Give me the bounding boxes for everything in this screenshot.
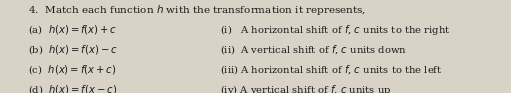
Text: (i)   A horizontal shift of $f$, $c$ units to the right: (i) A horizontal shift of $f$, $c$ units… bbox=[220, 23, 450, 37]
Text: (b)  $h(x) = f(x) - c$: (b) $h(x) = f(x) - c$ bbox=[28, 43, 118, 56]
Text: (iii) A horizontal shift of $f$, $c$ units to the left: (iii) A horizontal shift of $f$, $c$ uni… bbox=[220, 63, 443, 76]
Text: (c)  $h(x) = f(x + c)$: (c) $h(x) = f(x + c)$ bbox=[28, 63, 117, 76]
Text: (a)  $h(x) = f(x) + c$: (a) $h(x) = f(x) + c$ bbox=[28, 23, 118, 36]
Text: (ii)  A vertical shift of $f$, $c$ units down: (ii) A vertical shift of $f$, $c$ units … bbox=[220, 43, 407, 56]
Text: (iv) A vertical shift of $f$, $c$ units up: (iv) A vertical shift of $f$, $c$ units … bbox=[220, 83, 391, 93]
Text: 4.  Match each function $h$ with the transformation it represents,: 4. Match each function $h$ with the tran… bbox=[28, 3, 366, 17]
Text: (d)  $h(x) = f(x - c)$: (d) $h(x) = f(x - c)$ bbox=[28, 83, 117, 93]
